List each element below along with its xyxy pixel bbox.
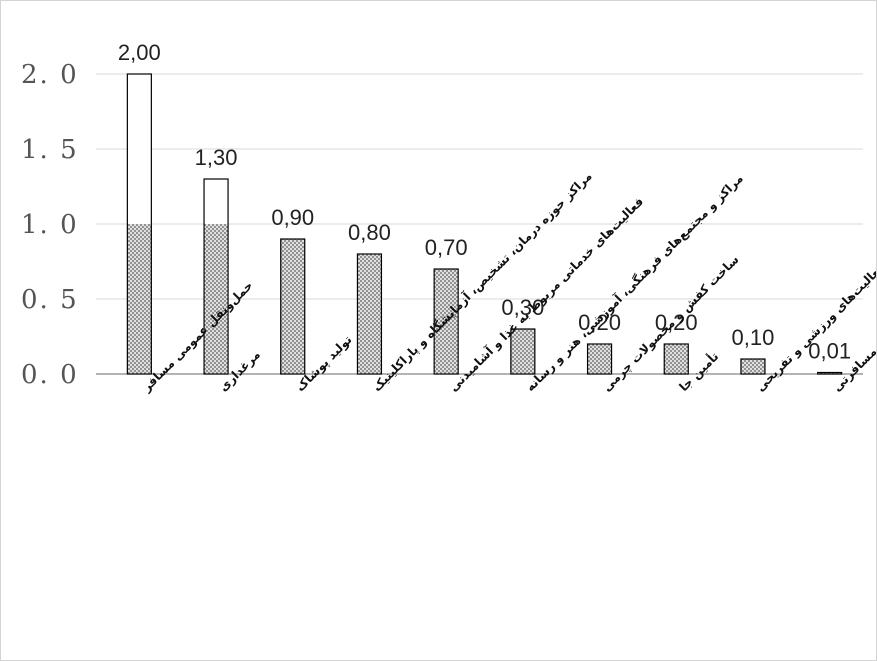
data-label: 0,01 bbox=[808, 339, 851, 364]
bar-fill bbox=[357, 254, 382, 374]
bar-fill bbox=[280, 239, 305, 374]
bar bbox=[126, 73, 152, 375]
data-label: 0,90 bbox=[271, 205, 314, 230]
data-label: 0,20 bbox=[578, 310, 621, 335]
data-label: 1,30 bbox=[195, 145, 238, 170]
bar-fill bbox=[434, 269, 459, 374]
bar-outline bbox=[356, 253, 383, 375]
data-label: 2,00 bbox=[118, 40, 161, 65]
data-label: 0,70 bbox=[425, 235, 468, 260]
bar bbox=[280, 238, 306, 375]
bar-fill bbox=[204, 224, 229, 374]
bar-outline bbox=[433, 268, 459, 375]
bar-outline bbox=[817, 371, 843, 375]
y-tick-label: 0. 0 bbox=[21, 360, 79, 390]
y-tick-label: 1. 0 bbox=[21, 210, 79, 240]
data-label: 0,30 bbox=[501, 295, 544, 320]
data-label: 0,10 bbox=[732, 325, 775, 350]
bar bbox=[203, 178, 229, 375]
y-tick-label: 2. 0 bbox=[21, 60, 79, 90]
data-labels: 2,00 1,30 0,90 0,80 0,70 0,30 0,20 0,20 0,10 0,01 bbox=[118, 40, 851, 364]
bar-outline bbox=[740, 358, 766, 375]
bar-outline bbox=[510, 328, 536, 375]
bar bbox=[356, 253, 383, 375]
bar-outline bbox=[586, 343, 613, 375]
bar-fill bbox=[127, 224, 152, 374]
bar-outline bbox=[126, 73, 152, 375]
y-tick-label: 1. 5 bbox=[21, 135, 79, 165]
bar bbox=[586, 343, 613, 375]
bar-fill bbox=[587, 344, 612, 374]
y-tick-label: 0. 5 bbox=[21, 285, 79, 315]
axes: 0. 0 0. 5 1. 0 1. 5 2. 0 bbox=[21, 60, 863, 390]
data-label: 0,80 bbox=[348, 220, 391, 245]
bars bbox=[126, 73, 843, 375]
bar bbox=[510, 328, 536, 375]
bar-outline bbox=[280, 238, 306, 375]
data-label: 0,20 bbox=[655, 310, 698, 335]
bar-fill bbox=[740, 359, 765, 374]
bar-unfilled bbox=[204, 179, 229, 224]
bar-outline bbox=[663, 343, 689, 375]
bar-fill bbox=[510, 329, 535, 374]
bar bbox=[433, 268, 459, 375]
bar-fill bbox=[664, 344, 689, 374]
bar-unfilled bbox=[127, 74, 152, 224]
bar bbox=[740, 358, 766, 375]
bar bbox=[817, 371, 843, 375]
bar-fill bbox=[817, 372, 842, 374]
bar-outline bbox=[203, 178, 229, 375]
bar bbox=[663, 343, 689, 375]
